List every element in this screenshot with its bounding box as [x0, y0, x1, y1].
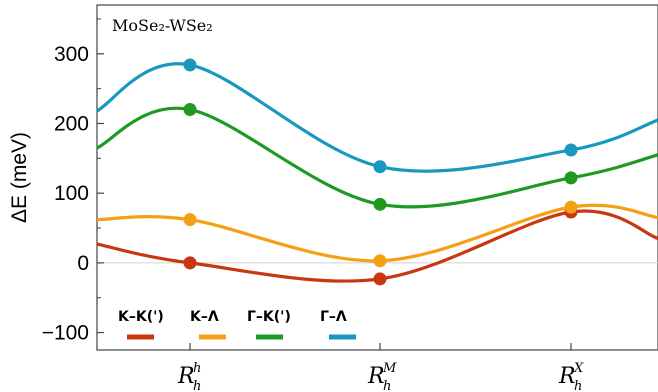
- legend-label: Γ–Λ: [320, 309, 347, 325]
- y-axis: −100 0 100 200 300: [42, 18, 104, 345]
- x-tick-label-base: R: [558, 364, 576, 389]
- data-point: [373, 254, 387, 268]
- x-tick-label-base: R: [177, 364, 195, 389]
- y-tick-label: 0: [77, 252, 89, 275]
- data-point: [373, 197, 387, 211]
- x-tick-label-sub: h: [574, 379, 582, 392]
- x-tick-label: RXh: [558, 361, 584, 392]
- legend-item: Γ–K('): [247, 309, 291, 340]
- legend-label: K–K('): [118, 309, 164, 325]
- series-line: [96, 106, 658, 209]
- series-curves: [96, 58, 658, 286]
- legend-label: Γ–K('): [247, 309, 291, 325]
- legend-item: K–Λ: [190, 309, 226, 340]
- data-point: [183, 213, 197, 227]
- data-point: [564, 171, 578, 185]
- y-tick-label: −100: [42, 322, 89, 345]
- legend-label: K–Λ: [190, 309, 219, 325]
- data-point: [183, 103, 197, 117]
- x-tick-label-base: R: [367, 364, 385, 389]
- data-point: [564, 143, 578, 157]
- y-tick-label: 200: [54, 112, 89, 135]
- data-point: [183, 256, 197, 270]
- legend: K–K(') K–Λ Γ–K(') Γ–Λ: [118, 309, 356, 340]
- series-line: [96, 209, 658, 283]
- panel-label: MoSe₂-WSe₂: [112, 16, 213, 35]
- plot-frame: [96, 4, 658, 351]
- data-point: [183, 58, 197, 72]
- data-point: [373, 160, 387, 174]
- x-tick-label-sub: h: [383, 379, 391, 392]
- y-tick-label: 100: [54, 182, 89, 205]
- x-tick-label: RMh: [367, 361, 397, 392]
- y-tick-label: 300: [54, 43, 89, 66]
- data-point: [564, 200, 578, 214]
- legend-item: Γ–Λ: [320, 309, 356, 340]
- data-point: [373, 272, 387, 286]
- y-axis-label: ΔE (meV): [8, 132, 31, 223]
- legend-item: K–K('): [118, 309, 164, 340]
- x-tick-label-sup: X: [573, 361, 584, 376]
- x-tick-label-sup: h: [193, 361, 201, 376]
- x-axis: Rhh RMh RXh: [177, 343, 584, 392]
- x-tick-label: Rhh: [177, 361, 201, 392]
- x-tick-label-sub: h: [193, 379, 201, 392]
- x-tick-label-sup: M: [382, 361, 397, 376]
